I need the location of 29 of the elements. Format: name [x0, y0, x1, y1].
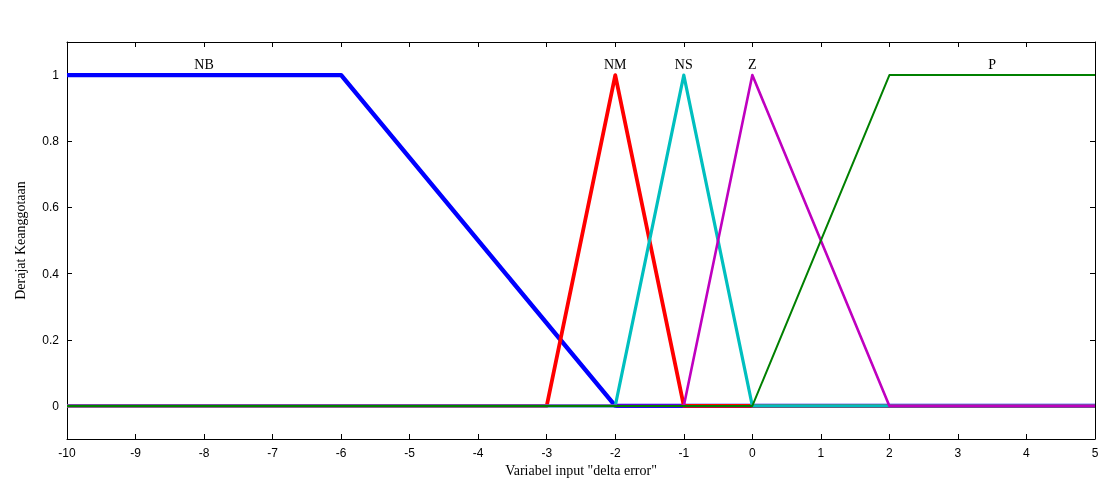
y-tick-label: 0.8	[42, 134, 60, 149]
y-tick-label: 0	[52, 398, 60, 413]
x-tick-label: 5	[1091, 446, 1099, 460]
x-tick-label: -2	[609, 446, 621, 460]
series-label: Z	[748, 56, 757, 72]
x-axis-title: Variabel input "delta error"	[505, 463, 657, 479]
y-tick-label: 0.2	[42, 332, 60, 347]
x-tick-label: 4	[1023, 446, 1031, 460]
series-label: NM	[603, 56, 628, 72]
x-tick-label: 0	[748, 446, 756, 460]
y-tick-label: 0.4	[42, 266, 60, 281]
y-axis-title: Derajat Keanggotaan	[12, 181, 28, 300]
x-tick-label: -9	[130, 446, 142, 460]
x-tick-label: 2	[886, 446, 894, 460]
x-tick-label: -8	[198, 446, 210, 460]
series-label: NB	[194, 56, 214, 72]
series-label: NS	[674, 56, 693, 72]
x-tick-label: -1	[678, 446, 690, 460]
x-tick-label: -5	[404, 446, 416, 460]
series-label: P	[988, 56, 997, 72]
x-tick-label: -6	[335, 446, 347, 460]
x-tick-label: 3	[954, 446, 962, 460]
y-tick-label: 0.6	[42, 200, 60, 215]
y-tick-label: 1	[52, 68, 60, 83]
x-tick-label: -3	[541, 446, 553, 460]
x-tick-label: -7	[267, 446, 279, 460]
x-tick-label: -10	[58, 446, 76, 460]
x-tick-label: 1	[817, 446, 825, 460]
x-tick-label: -4	[472, 446, 484, 460]
